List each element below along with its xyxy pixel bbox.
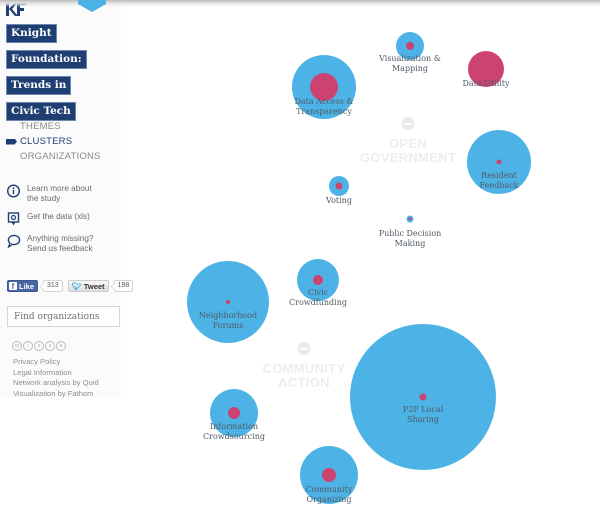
info-icon (6, 184, 21, 198)
cluster-label-resident-feedback[interactable]: Resident Feedback (479, 171, 519, 190)
cluster-label-voting[interactable]: Voting (326, 196, 352, 205)
cc-share-icon: s (34, 341, 44, 351)
cluster-bubble-neighborhood-forums[interactable] (187, 261, 269, 343)
like-count: 313 (43, 280, 63, 292)
cluster-bubble-resident-feedback[interactable] (467, 130, 531, 194)
cluster-bubble-information-crowdsourcing[interactable] (210, 389, 258, 437)
nav-marker (6, 119, 20, 134)
cluster-bubble-voting[interactable] (329, 176, 349, 196)
info-links: Learn more about the study Get the data … (6, 184, 93, 262)
nav-label: ORGANIZATIONS (20, 151, 101, 162)
speech-bubble-icon (7, 234, 21, 248)
tweet-count: 198 (113, 280, 134, 292)
tweet-label: Tweet (83, 281, 105, 291)
nav-themes[interactable]: THEMES (6, 119, 101, 134)
theme-collapse-icon[interactable] (401, 117, 415, 130)
cluster-bubble-visualization-mapping[interactable] (396, 32, 424, 60)
cluster-label-public-decision-making[interactable]: Public Decision Making (378, 229, 442, 248)
cluster-label-neighborhood-forums[interactable]: Neighborhood Forums (198, 311, 258, 330)
privacy-policy-link[interactable]: Privacy Policy (13, 357, 61, 366)
quid-credit-link[interactable]: Network analysis by Quid (13, 378, 99, 387)
link-text: the study (27, 194, 61, 203)
fathom-credit-link[interactable]: Visualization by Fathom (13, 388, 94, 398)
theme-collapse-icon[interactable] (297, 342, 311, 355)
theme-label-community-action[interactable]: COMMUNITY ACTION (262, 361, 346, 390)
cc-by-icon: i (23, 341, 33, 351)
like-label: Like (19, 281, 35, 291)
title-line: Knight (6, 24, 57, 43)
download-icon (7, 212, 20, 226)
cluster-label-information-crowdsourcing[interactable]: Information Crowdsourcing (203, 422, 265, 441)
page-title: Knight Foundation: Trends in Civic Tech (6, 24, 87, 128)
cluster-bubble-data-utility[interactable] (468, 51, 504, 87)
cluster-label-data-access-transparency[interactable]: Data Access & Transparency (294, 97, 354, 116)
title-line: Civic Tech (6, 102, 76, 121)
link-text: Learn more about (27, 184, 92, 193)
title-line: Trends in (6, 76, 72, 95)
nav-marker (6, 149, 20, 164)
facebook-icon: f (9, 282, 17, 291)
find-organizations-input[interactable] (7, 306, 120, 327)
cc-icon: cc (12, 341, 22, 351)
feedback-link[interactable]: Anything missing? Send us feedback (6, 234, 93, 254)
cluster-bubble-data-access-transparency[interactable] (292, 55, 356, 119)
active-tag-icon (6, 134, 20, 149)
get-data-link[interactable]: Get the data (xls) (6, 212, 93, 226)
new-badge-icon[interactable] (78, 0, 106, 14)
nav-label: THEMES (20, 121, 61, 132)
nav-clusters[interactable]: CLUSTERS (6, 134, 101, 149)
cluster-label-visualization-mapping[interactable]: Visualization & Mapping (379, 54, 441, 73)
cluster-label-data-utility[interactable]: Data Utility (462, 79, 510, 88)
creative-commons-icons[interactable]: cc i s o a (12, 341, 66, 351)
view-nav: THEMES CLUSTERS ORGANIZATIONS (6, 119, 101, 164)
cluster-label-community-organizing[interactable]: Community Organizing (305, 485, 353, 504)
footer-links: Privacy Policy Legal Information Network… (13, 357, 99, 399)
link-text: Send us feedback (27, 244, 93, 253)
theme-label-open-government[interactable]: OPEN GOVERNMENT (359, 136, 457, 165)
cluster-bubble-civic-crowdfunding[interactable] (297, 259, 339, 301)
nav-label: CLUSTERS (20, 136, 73, 147)
social-buttons: f Like 313 🐦︎ Tweet 198 (7, 280, 134, 292)
twitter-bird-icon: 🐦︎ (71, 281, 82, 291)
sidebar: Knight Foundation: Trends in Civic Tech … (0, 0, 134, 399)
learn-more-link[interactable]: Learn more about the study (6, 184, 93, 204)
tweet-button[interactable]: 🐦︎ Tweet (67, 280, 109, 292)
cc-sa-icon: a (56, 341, 66, 351)
link-text: Get the data (xls) (27, 212, 90, 221)
cluster-bubble-community-organizing[interactable] (300, 446, 358, 504)
title-line: Foundation: (6, 50, 87, 69)
cluster-label-civic-crowdfunding[interactable]: Civic Crowdfunding (289, 288, 347, 307)
facebook-like-button[interactable]: f Like (7, 280, 39, 292)
top-shadow (0, 0, 600, 7)
cluster-label-p2p-local-sharing[interactable]: P2P Local Sharing (402, 405, 444, 424)
cc-nc-icon: o (45, 341, 55, 351)
legal-information-link[interactable]: Legal Information (13, 367, 72, 377)
link-text: Anything missing? (27, 234, 94, 243)
cluster-bubble-public-decision-making[interactable] (406, 215, 414, 223)
nav-organizations[interactable]: ORGANIZATIONS (6, 149, 101, 164)
cluster-bubble-p2p-local-sharing[interactable] (350, 324, 496, 470)
